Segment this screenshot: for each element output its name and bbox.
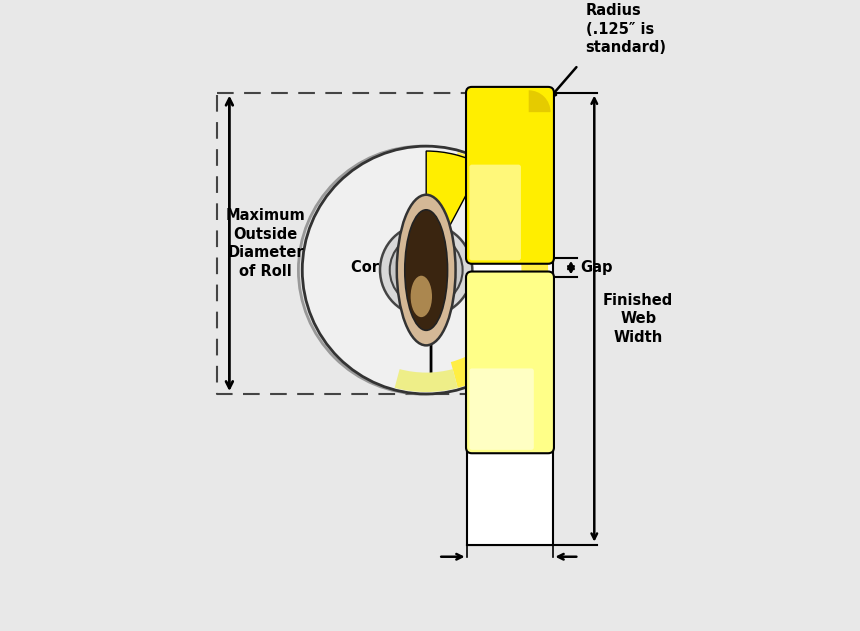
Ellipse shape — [405, 210, 447, 330]
Ellipse shape — [396, 195, 456, 345]
Circle shape — [302, 146, 550, 394]
FancyBboxPatch shape — [470, 369, 534, 450]
Ellipse shape — [410, 276, 432, 317]
Wedge shape — [427, 151, 482, 270]
FancyBboxPatch shape — [466, 87, 554, 264]
Bar — [468, 93, 552, 545]
Circle shape — [380, 224, 472, 316]
Wedge shape — [451, 152, 548, 388]
Circle shape — [298, 146, 546, 394]
Wedge shape — [395, 369, 458, 392]
Text: Core Size: Core Size — [351, 260, 428, 275]
Wedge shape — [529, 90, 550, 112]
Text: Width
Across: Width Across — [482, 164, 538, 196]
FancyBboxPatch shape — [470, 165, 521, 261]
Text: Finished
Web
Width: Finished Web Width — [603, 293, 673, 345]
FancyBboxPatch shape — [466, 271, 554, 453]
Text: Length
Around: Length Around — [480, 346, 540, 379]
Circle shape — [390, 233, 463, 307]
Text: Maximum
Outside
Diameter
of Roll: Maximum Outside Diameter of Roll — [226, 208, 305, 279]
Text: Corner
Radius
(.125″ is
standard): Corner Radius (.125″ is standard) — [586, 0, 666, 56]
Text: Gap: Gap — [580, 260, 613, 275]
